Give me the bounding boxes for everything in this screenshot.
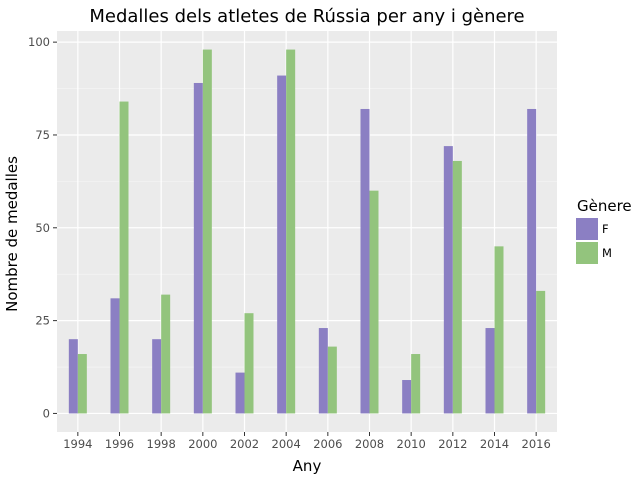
y-tick-label: 25 <box>35 314 50 328</box>
bar-M-2006 <box>327 346 337 414</box>
x-tick-label: 2014 <box>480 437 509 451</box>
x-tick-label: 2012 <box>438 437 467 451</box>
x-tick-label: 2002 <box>230 437 259 451</box>
bar-M-2014 <box>494 246 504 414</box>
x-tick-label: 1994 <box>63 437 92 451</box>
legend-label-M: M <box>602 246 612 260</box>
x-tick-label: 2016 <box>522 437 551 451</box>
x-tick-label: 1996 <box>105 437 134 451</box>
x-tick-label: 2000 <box>188 437 217 451</box>
x-tick-label: 2008 <box>355 437 384 451</box>
x-axis-title: Any <box>293 457 322 475</box>
y-axis-title: Nombre de medalles <box>3 156 21 312</box>
bar-F-2002 <box>235 372 245 414</box>
x-tick-label: 2006 <box>313 437 342 451</box>
legend-key-M <box>576 242 598 264</box>
bar-M-1994 <box>77 354 87 414</box>
bar-M-2016 <box>536 290 546 414</box>
legend-key-F <box>576 218 598 240</box>
bar-F-2016 <box>527 108 537 414</box>
y-axis-ticks: 0 25 50 75 100 <box>28 35 57 420</box>
y-tick-label: 75 <box>35 128 50 142</box>
bar-F-2008 <box>360 108 370 414</box>
legend-title: Gènere <box>577 197 632 215</box>
x-tick-label: 1998 <box>147 437 176 451</box>
bar-M-2010 <box>411 354 421 414</box>
legend: Gènere FM <box>576 197 632 264</box>
bar-M-2012 <box>452 160 462 414</box>
x-tick-label: 2004 <box>272 437 301 451</box>
bar-M-2004 <box>286 49 296 414</box>
bar-F-2004 <box>277 75 287 414</box>
bar-F-2014 <box>485 328 495 414</box>
bar-M-1998 <box>161 294 171 414</box>
bar-M-2008 <box>369 190 379 414</box>
y-tick-label: 0 <box>43 406 50 420</box>
bar-F-2012 <box>443 146 453 414</box>
bar-M-1996 <box>119 101 129 414</box>
bar-F-2006 <box>318 328 328 414</box>
bar-F-1998 <box>152 339 162 414</box>
bar-F-2010 <box>402 380 412 414</box>
bar-F-2000 <box>193 82 203 414</box>
chart-title: Medalles dels atletes de Rússia per any … <box>89 6 524 27</box>
bar-F-1994 <box>68 339 78 414</box>
bar-F-1996 <box>110 298 120 414</box>
y-tick-label: 50 <box>35 221 50 235</box>
bar-M-2002 <box>244 313 254 414</box>
x-axis-ticks: 1994 1996 1998 2000 2002 2004 2006 2008 2010 2012… <box>63 432 551 451</box>
bars <box>68 49 546 414</box>
bar-M-2000 <box>202 49 212 414</box>
y-tick-label: 100 <box>28 35 50 49</box>
plot-panel <box>57 31 557 432</box>
legend-label-F: F <box>602 222 609 236</box>
x-tick-label: 2010 <box>397 437 426 451</box>
